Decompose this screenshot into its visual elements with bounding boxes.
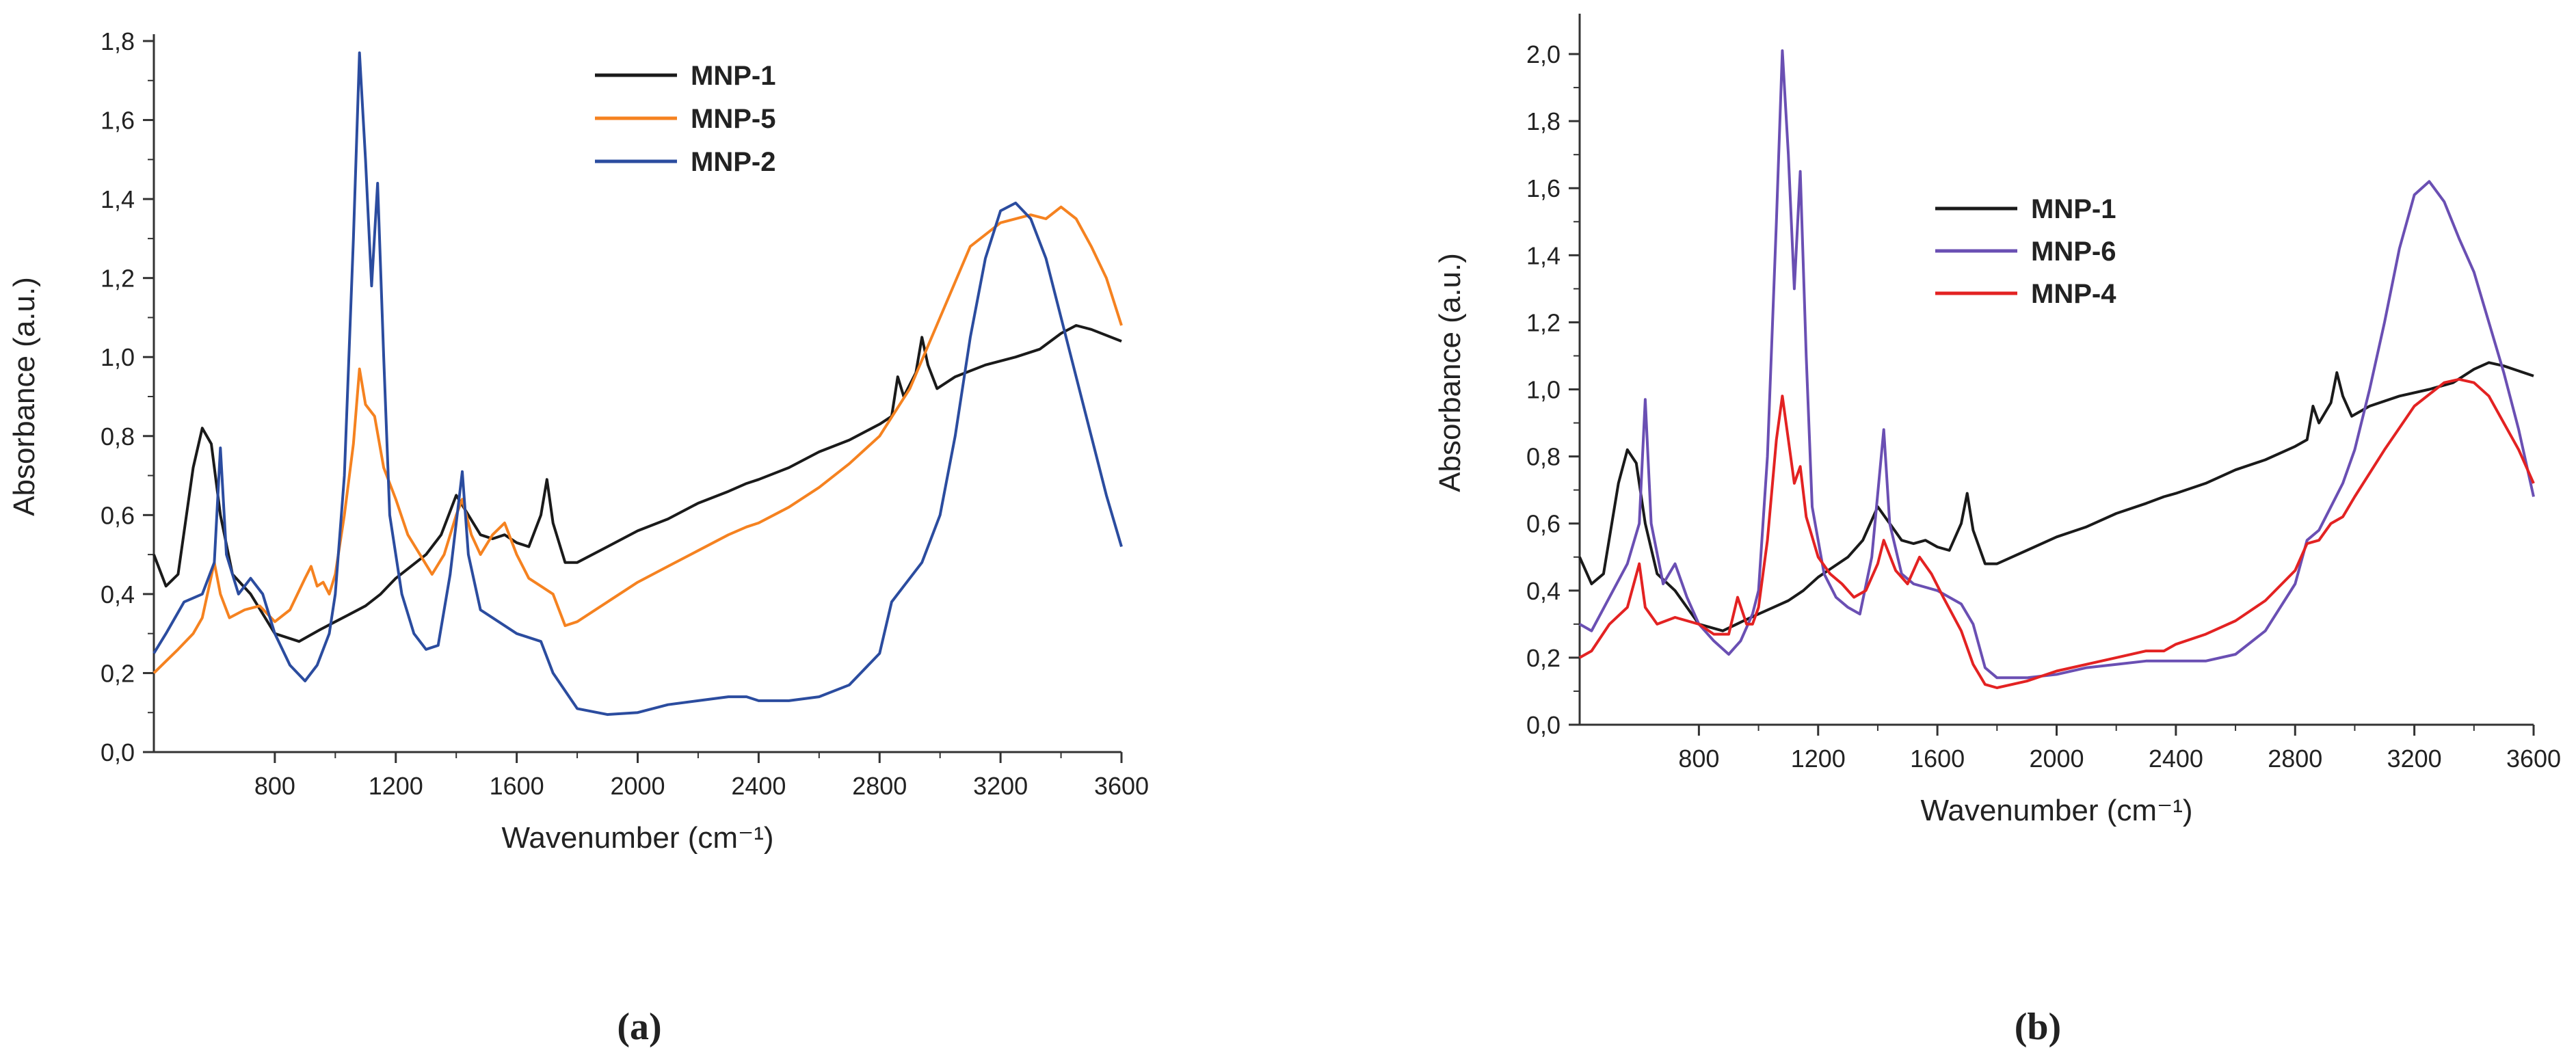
panel-a: 800 1200 1600 2000 2400 2800 3200 3600 0,0 0,2 0,4…	[8, 27, 1149, 1048]
y-tick-label: 1,0	[1526, 376, 1561, 404]
y-tick-label: 1,4	[1526, 241, 1561, 269]
legend-label: MNP-5	[691, 104, 775, 134]
y-tick-label: 0,6	[101, 501, 135, 529]
panel-b: 800 1200 1600 2000 2400 2800 3200 3600 0,0 0,2 0,4…	[1433, 14, 2561, 1048]
legend-label: MNP-1	[2031, 194, 2116, 224]
y-axis-title: Absorbance (a.u.)	[8, 277, 41, 516]
y-tick-label: 1,8	[101, 27, 135, 55]
series-line-mnp-2	[152, 51, 1123, 717]
series-line-mnp-4	[1579, 377, 2535, 689]
x-tick-label: 2800	[2268, 745, 2322, 773]
y-tick-label: 0,2	[101, 659, 135, 687]
y-tick-label: 0,2	[1526, 644, 1561, 672]
x-tick-label: 3600	[1094, 772, 1149, 800]
panel-label: (a)	[617, 1006, 661, 1048]
x-tick-label: 3200	[973, 772, 1028, 800]
legend-label: MNP-2	[691, 147, 775, 177]
x-axis-title: Wavenumber (cm⁻¹)	[501, 821, 773, 855]
x-tick-label: 2000	[610, 772, 665, 800]
x-tick-label: 2400	[2149, 745, 2203, 773]
y-tick-label: 0,6	[1526, 510, 1561, 538]
legend-label: MNP-1	[691, 61, 775, 91]
x-tick-label: 3600	[2506, 745, 2561, 773]
x-tick-label: 3200	[2387, 745, 2442, 773]
x-tick-label: 1200	[1791, 745, 1846, 773]
y-tick-label: 0,0	[101, 738, 135, 766]
x-tick-label: 800	[254, 772, 295, 800]
y-tick-label: 1,4	[101, 185, 135, 213]
series-line-mnp-6	[1579, 49, 2535, 680]
x-tick-label: 1600	[1910, 745, 1965, 773]
series-line-mnp-1	[1578, 361, 2534, 632]
x-tick-label: 1200	[369, 772, 423, 800]
y-tick-label: 1,2	[1526, 308, 1561, 336]
panel-label: (b)	[2015, 1006, 2061, 1048]
x-tick-label: 2000	[2029, 745, 2084, 773]
legend-label: MNP-6	[2031, 237, 2116, 267]
legend-label: MNP-4	[2031, 279, 2116, 309]
x-tick-label: 1600	[490, 772, 544, 800]
y-tick-label: 0,4	[1526, 577, 1561, 605]
y-tick-label: 0,0	[1526, 711, 1561, 739]
y-tick-label: 1,0	[101, 343, 135, 371]
x-tick-label: 2800	[852, 772, 907, 800]
y-tick-label: 0,8	[1526, 443, 1561, 471]
y-tick-label: 0,4	[101, 580, 135, 608]
y-axis-title: Absorbance (a.u.)	[1433, 253, 1467, 492]
y-tick-label: 0,8	[101, 423, 135, 451]
y-tick-label: 1,6	[1526, 174, 1561, 202]
y-tick-label: 1,2	[101, 265, 135, 293]
series-line-mnp-5	[152, 205, 1123, 674]
x-tick-label: 800	[1678, 745, 1719, 773]
x-tick-label: 2400	[731, 772, 786, 800]
y-tick-label: 1,6	[101, 107, 135, 135]
x-axis-title: Wavenumber (cm⁻¹)	[1920, 794, 2192, 827]
y-tick-label: 2,0	[1526, 40, 1561, 68]
y-tick-label: 1,8	[1526, 107, 1561, 135]
